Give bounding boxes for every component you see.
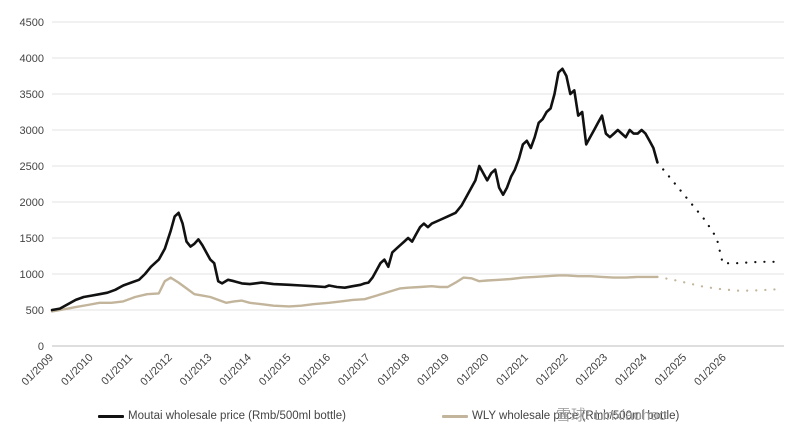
x-tick-label-2011: 01/2011 [99,352,135,388]
y-tick-label-4500: 4500 [20,17,44,29]
y-tick-label-1500: 1500 [20,233,44,245]
series-line-wly-wholesale-price-forecast [656,275,782,292]
legend-moutai-swatch [98,414,124,418]
x-tick-label-2015: 01/2015 [257,352,294,389]
x-tick-label-2024: 01/2024 [613,352,650,389]
x-tick-label-2018: 01/2018 [376,352,413,389]
chart: 0 500 1000 1500 2000 2500 3000 3500 4000 4500 01/2… [20,17,784,389]
x-tick-label-2017: 01/2017 [336,352,373,389]
x-tick-label-2016: 01/2016 [296,352,333,389]
legend-wly-label: WLY wholesale price (Rmb/500ml bottle) [472,410,680,422]
x-tick-label-2019: 01/2019 [415,352,452,389]
y-tick-label-3500: 3500 [20,89,44,101]
x-tick-label-2010: 01/2010 [59,352,96,389]
y-tick-label-2500: 2500 [20,161,44,173]
watermark: 雪球: Linxiaohoo [556,407,667,424]
series-line-moutai-wholesale-price-forecast [656,161,778,265]
y-tick-label-500: 500 [26,305,44,317]
y-tick-label-0: 0 [38,341,44,353]
y-tick-label-1000: 1000 [20,269,44,281]
y-tick-label-2000: 2000 [20,197,44,209]
y-tick-label-3000: 3000 [20,125,44,137]
x-tick-label-2013: 01/2013 [178,352,215,389]
x-tick-label-2012: 01/2012 [138,352,175,389]
x-tick-label-2014: 01/2014 [217,352,254,389]
series-line-wly-wholesale-price-rmb-500ml-bottle [50,274,659,313]
x-tick-label-2026: 01/2026 [692,352,729,389]
legend-wly: WLY wholesale price (Rmb/500ml bottle) [442,406,679,426]
x-tick-label-2023: 01/2023 [573,352,610,389]
legend-moutai: Moutai wholesale price (Rmb/500ml bottle… [98,406,346,426]
series-line-moutai-wholesale-price-rmb-500ml-bottle [50,67,659,312]
legend-moutai-label: Moutai wholesale price (Rmb/500ml bottle… [128,410,346,422]
x-tick-label-2021: 01/2021 [494,352,531,389]
legend-wly-swatch [442,414,468,418]
y-tick-label-4000: 4000 [20,53,44,65]
x-tick-label-2025: 01/2025 [653,352,690,389]
x-tick-label-2020: 01/2020 [455,352,492,389]
x-tick-label-2022: 01/2022 [534,352,571,389]
x-tick-label-2009: 01/2009 [20,352,57,389]
